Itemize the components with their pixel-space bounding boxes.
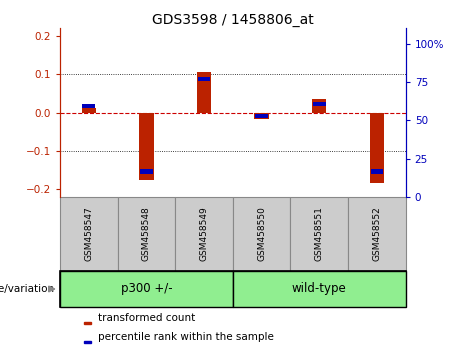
Bar xyxy=(60,197,118,270)
Bar xyxy=(255,114,268,118)
Text: GSM458551: GSM458551 xyxy=(315,206,324,261)
Bar xyxy=(140,169,153,174)
Text: wild-type: wild-type xyxy=(292,282,347,296)
Text: GSM458548: GSM458548 xyxy=(142,206,151,261)
Bar xyxy=(233,197,290,270)
Bar xyxy=(118,197,175,270)
Bar xyxy=(60,270,233,307)
Bar xyxy=(175,197,233,270)
Title: GDS3598 / 1458806_at: GDS3598 / 1458806_at xyxy=(152,13,313,27)
Bar xyxy=(198,76,210,81)
Text: percentile rank within the sample: percentile rank within the sample xyxy=(98,332,273,342)
Bar xyxy=(84,341,91,343)
Bar xyxy=(84,321,91,324)
Bar xyxy=(233,270,406,307)
Text: GSM458552: GSM458552 xyxy=(372,206,381,261)
Bar xyxy=(197,72,211,113)
Text: GSM458549: GSM458549 xyxy=(200,206,208,261)
Bar xyxy=(83,103,95,108)
Text: genotype/variation: genotype/variation xyxy=(0,284,54,294)
Bar xyxy=(313,102,325,107)
Bar xyxy=(312,99,326,113)
Bar xyxy=(139,113,154,179)
Text: GSM458550: GSM458550 xyxy=(257,206,266,261)
Text: transformed count: transformed count xyxy=(98,314,195,324)
Bar xyxy=(290,197,348,270)
Text: p300 +/-: p300 +/- xyxy=(121,282,172,296)
Bar xyxy=(371,169,383,174)
Bar xyxy=(348,197,406,270)
Bar xyxy=(254,113,269,119)
Text: GSM458547: GSM458547 xyxy=(84,206,93,261)
Bar xyxy=(82,108,96,113)
Bar xyxy=(370,113,384,183)
